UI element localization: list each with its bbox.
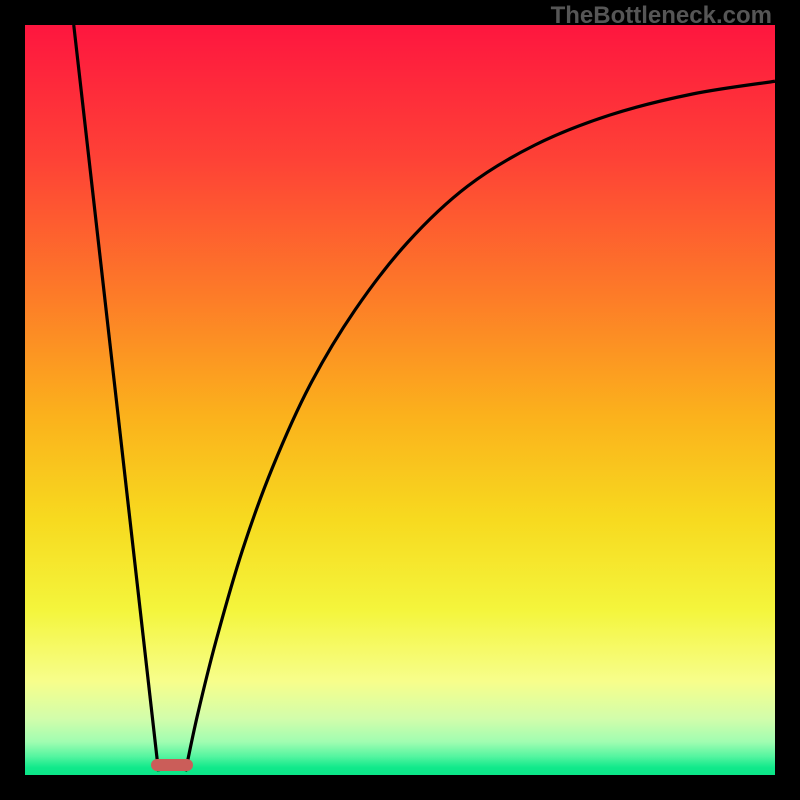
plot-area: [25, 25, 775, 775]
optimal-marker: [151, 759, 193, 772]
right-branch: [186, 81, 776, 771]
watermark-text: TheBottleneck.com: [551, 2, 772, 30]
left-branch: [74, 25, 159, 771]
curve-layer: [25, 25, 775, 775]
